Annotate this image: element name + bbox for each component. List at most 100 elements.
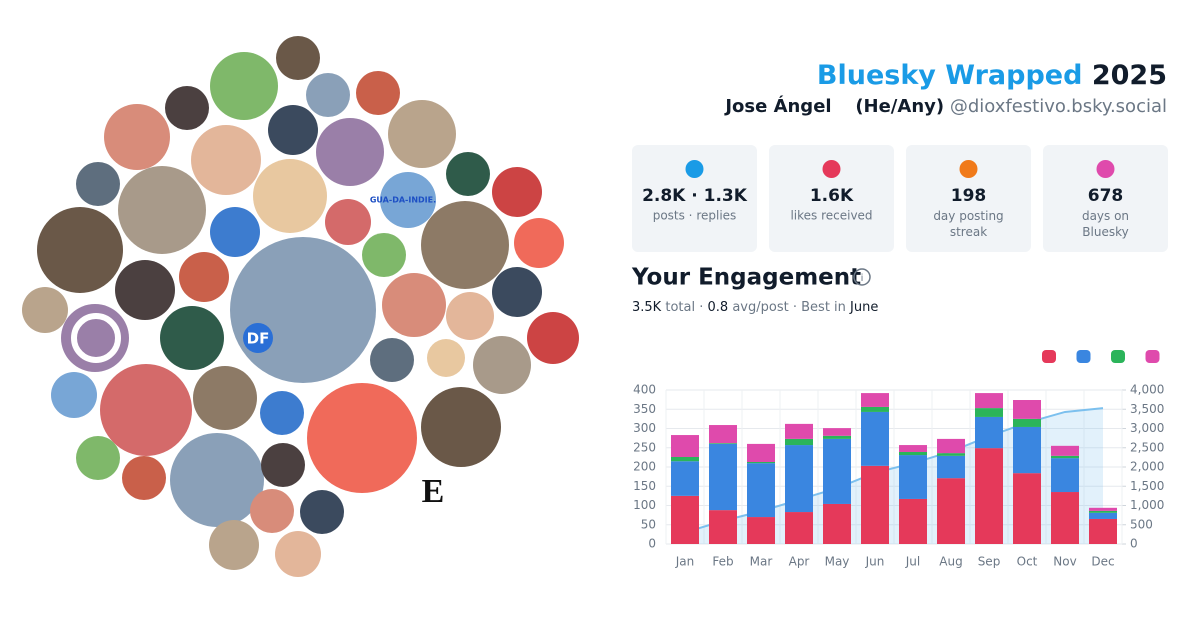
avatar[interactable] [261,443,305,487]
avatar[interactable] [165,86,209,130]
avatar[interactable] [492,267,542,317]
avatar[interactable] [421,201,509,289]
bar-segment [1051,458,1079,493]
stats: 2.8K · 1.3K posts · replies 1.6K likes rece… [632,145,1168,252]
avatar[interactable] [37,207,123,293]
title-year: 2025 [1092,60,1167,91]
legend-icon[interactable] [1111,350,1125,363]
avatar[interactable] [210,52,278,120]
avatar[interactable] [316,118,384,186]
x-tick-label: Oct [1017,555,1038,569]
y-tick-label: 250 [633,440,656,454]
bar-segment [709,510,737,544]
avatar[interactable] [170,433,264,527]
avatar[interactable] [276,36,320,80]
bar-segment [823,438,851,504]
avatar[interactable] [427,339,465,377]
avatar[interactable] [122,456,166,500]
avatar[interactable] [356,71,400,115]
bar-segment [747,517,775,544]
avatar[interactable] [100,364,192,456]
x-tick-label: Feb [712,555,733,569]
stat-label: posts · replies [653,209,737,223]
bar-segment [709,443,737,444]
avatar[interactable] [382,273,446,337]
info-glyph: i [861,273,864,284]
avatar[interactable] [22,287,68,333]
bar-segment [937,455,965,479]
avatar[interactable] [179,252,229,302]
x-tick-label: Aug [939,555,962,569]
avatar[interactable] [51,372,97,418]
avatar[interactable] [275,531,321,577]
avatar[interactable] [446,152,490,196]
avatar[interactable] [446,292,494,340]
avatar[interactable] [307,383,417,493]
avatar[interactable] [306,73,350,117]
avatar[interactable] [76,436,120,480]
avatar[interactable] [104,104,170,170]
bar-segment [1013,418,1041,427]
avatar[interactable] [421,387,501,467]
y2-tick-label: 1,500 [1130,479,1164,493]
y2-tick-label: 2,000 [1130,460,1164,474]
avatar[interactable] [362,233,406,277]
avatar[interactable] [514,218,564,268]
bar-segment [861,406,889,412]
bar-segment [823,428,851,436]
x-tick-label: Jan [675,555,695,569]
summary-part: · [793,300,797,315]
avatar[interactable] [492,167,542,217]
stat-label: day posting streak [933,209,1003,239]
info-icon[interactable] [853,268,871,286]
bar-segment [861,393,889,407]
title-text: Bluesky Wrapped [817,60,1083,91]
avatar [71,313,121,363]
avatar[interactable] [380,172,436,228]
avatar[interactable] [527,312,579,364]
legend-icon[interactable] [1042,350,1056,363]
bar-segment [747,461,775,464]
legend-icon[interactable] [1076,350,1091,363]
avatar[interactable] [193,366,257,430]
bar-segment [975,393,1003,409]
avatar[interactable] [209,520,259,570]
avatar[interactable] [300,490,344,534]
avatar[interactable] [76,162,120,206]
avatar[interactable] [325,199,371,245]
bar-segment [747,463,775,518]
avatar-label: E [422,473,445,510]
bar-segment [899,455,927,499]
bar-segment [1013,426,1041,474]
bar-segment [1013,473,1041,544]
summary-part: 3.5K [632,300,662,315]
x-tick-label: Nov [1053,555,1076,569]
avatar[interactable] [230,237,376,383]
bar-segment [1089,518,1117,544]
bar-segment [899,445,927,452]
bar-segment [1051,455,1079,459]
avatar[interactable] [473,336,531,394]
avatar[interactable] [250,489,294,533]
avatar[interactable] [115,260,175,320]
bar-segment [1051,445,1079,456]
y2-tick-label: 0 [1130,537,1138,551]
bar-segment [937,478,965,544]
avatar[interactable] [388,100,456,168]
avatar[interactable] [191,125,261,195]
handle: @dioxfestivo.bsky.social [950,96,1167,117]
avatar[interactable] [118,166,206,254]
avatar [243,323,273,353]
avatar[interactable] [210,207,260,257]
avatar[interactable] [260,391,304,435]
bar-segment [899,451,927,456]
legend-icon[interactable] [1145,350,1160,363]
bar-segment [899,498,927,544]
avatar[interactable] [268,105,318,155]
stat-value: 2.8K · 1.3K [642,186,748,206]
avatar[interactable] [160,306,224,370]
avatar[interactable] [370,338,414,382]
summary-part: June [849,300,878,315]
avatar[interactable] [253,159,327,233]
